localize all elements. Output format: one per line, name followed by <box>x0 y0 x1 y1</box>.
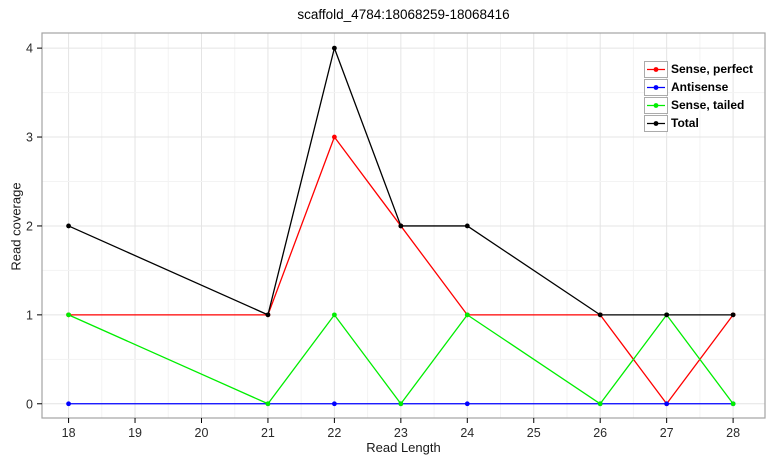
x-tick-label: 28 <box>726 426 740 440</box>
legend-label: Total <box>671 116 699 130</box>
chart-title: scaffold_4784:18068259-18068416 <box>297 7 510 22</box>
legend: Sense, perfect Antisense Sense, tailed Tota… <box>644 60 753 132</box>
legend-item: Sense, tailed <box>644 96 753 114</box>
x-tick-label: 21 <box>261 426 275 440</box>
series-point <box>464 312 470 318</box>
y-tick-label: 2 <box>26 219 33 233</box>
series-point <box>664 401 670 407</box>
legend-item: Sense, perfect <box>644 60 753 78</box>
x-tick-label: 26 <box>593 426 607 440</box>
x-tick-label: 23 <box>394 426 408 440</box>
series-point <box>464 223 470 229</box>
series-point <box>331 312 337 318</box>
x-tick-label: 24 <box>460 426 474 440</box>
y-tick-label: 1 <box>26 308 33 322</box>
y-tick-label: 0 <box>26 397 33 411</box>
x-tick-label: 27 <box>660 426 674 440</box>
x-tick-label: 25 <box>527 426 541 440</box>
legend-key-swatch <box>644 96 668 114</box>
series-point <box>331 401 337 407</box>
series-point <box>265 401 271 407</box>
series-line <box>68 47 734 316</box>
legend-key-swatch <box>644 114 668 132</box>
x-tick-label: 18 <box>62 426 76 440</box>
legend-item: Total <box>644 114 753 132</box>
legend-key-swatch <box>644 60 668 78</box>
x-tick-label: 22 <box>327 426 341 440</box>
x-tick-label: 20 <box>195 426 209 440</box>
series-point <box>66 312 71 318</box>
legend-label: Sense, perfect <box>671 62 754 76</box>
legend-label: Sense, tailed <box>671 98 745 112</box>
series-point <box>730 312 736 318</box>
series-point <box>464 401 470 407</box>
series-line <box>68 314 734 405</box>
x-axis-label: Read Length <box>366 440 441 455</box>
series-line <box>68 136 734 405</box>
legend-item: Antisense <box>644 78 753 96</box>
series-point <box>66 401 71 407</box>
series-point <box>597 312 603 318</box>
series-point <box>331 45 337 51</box>
legend-label: Antisense <box>671 80 729 94</box>
series-point <box>66 223 71 229</box>
series-point <box>331 134 337 140</box>
series-point <box>398 401 404 407</box>
legend-key-swatch <box>644 78 668 96</box>
y-tick-label: 3 <box>26 131 33 145</box>
series-point <box>730 401 736 407</box>
series-point <box>398 223 404 229</box>
series-point <box>597 401 603 407</box>
series-point <box>265 312 271 318</box>
y-tick-label: 4 <box>26 42 33 56</box>
series-point <box>664 312 670 318</box>
x-tick-label: 19 <box>128 426 142 440</box>
